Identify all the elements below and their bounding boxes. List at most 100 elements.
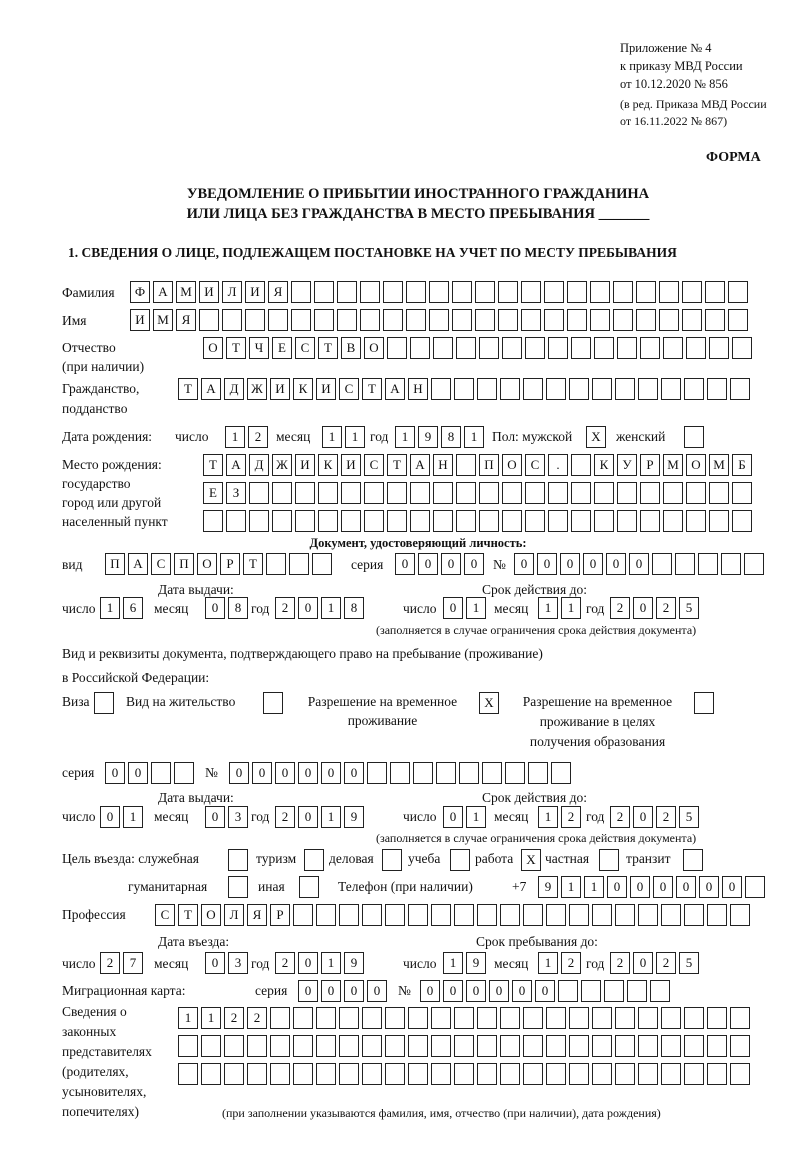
- char-cell[interactable]: Я: [176, 309, 196, 331]
- char-cell[interactable]: [546, 1035, 566, 1057]
- char-cell[interactable]: [339, 1063, 359, 1085]
- char-cell[interactable]: [385, 1035, 405, 1057]
- char-cell[interactable]: [682, 309, 702, 331]
- char-cell[interactable]: [730, 904, 750, 926]
- char-cell[interactable]: 2: [275, 597, 295, 619]
- char-cell[interactable]: [433, 482, 453, 504]
- char-cell[interactable]: 0: [606, 553, 626, 575]
- char-cell[interactable]: [318, 482, 338, 504]
- char-cell[interactable]: [525, 337, 545, 359]
- char-cell[interactable]: 1: [395, 426, 415, 448]
- char-cell[interactable]: [546, 1007, 566, 1029]
- char-cell[interactable]: [454, 1063, 474, 1085]
- char-cell[interactable]: 8: [344, 597, 364, 619]
- char-cell[interactable]: А: [385, 378, 405, 400]
- char-cell[interactable]: [627, 980, 647, 1002]
- char-cell[interactable]: 0: [630, 876, 650, 898]
- char-cell[interactable]: Т: [203, 454, 223, 476]
- char-cell[interactable]: [367, 762, 387, 784]
- char-cell[interactable]: [730, 378, 750, 400]
- char-cell[interactable]: [479, 482, 499, 504]
- char-cell[interactable]: 1: [561, 876, 581, 898]
- char-cell[interactable]: [567, 281, 587, 303]
- char-cell[interactable]: Ж: [272, 454, 292, 476]
- char-cell[interactable]: 1: [466, 806, 486, 828]
- char-cell[interactable]: [268, 309, 288, 331]
- char-cell[interactable]: 0: [344, 762, 364, 784]
- char-cell[interactable]: [663, 337, 683, 359]
- char-cell[interactable]: Б: [732, 454, 752, 476]
- char-cell[interactable]: [341, 482, 361, 504]
- char-cell[interactable]: [228, 849, 248, 871]
- char-cell[interactable]: 2: [656, 597, 676, 619]
- char-cell[interactable]: 1: [538, 952, 558, 974]
- char-cell[interactable]: [590, 281, 610, 303]
- char-cell[interactable]: 2: [610, 952, 630, 974]
- char-cell[interactable]: [201, 1063, 221, 1085]
- representatives-field-3[interactable]: [178, 1063, 750, 1085]
- purpose-study-checkbox[interactable]: [450, 849, 470, 871]
- char-cell[interactable]: [732, 510, 752, 532]
- char-cell[interactable]: [454, 378, 474, 400]
- char-cell[interactable]: 0: [443, 980, 463, 1002]
- char-cell[interactable]: 2: [275, 952, 295, 974]
- char-cell[interactable]: Т: [178, 378, 198, 400]
- char-cell[interactable]: [500, 378, 520, 400]
- char-cell[interactable]: Л: [222, 281, 242, 303]
- char-cell[interactable]: [638, 1007, 658, 1029]
- char-cell[interactable]: С: [151, 553, 171, 575]
- char-cell[interactable]: В: [341, 337, 361, 359]
- char-cell[interactable]: [659, 309, 679, 331]
- char-cell[interactable]: 1: [561, 597, 581, 619]
- char-cell[interactable]: [459, 762, 479, 784]
- char-cell[interactable]: [203, 510, 223, 532]
- char-cell[interactable]: [362, 904, 382, 926]
- char-cell[interactable]: [293, 1035, 313, 1057]
- char-cell[interactable]: [295, 510, 315, 532]
- char-cell[interactable]: [705, 309, 725, 331]
- char-cell[interactable]: 0: [418, 553, 438, 575]
- char-cell[interactable]: [686, 337, 706, 359]
- char-cell[interactable]: [546, 904, 566, 926]
- char-cell[interactable]: 1: [538, 597, 558, 619]
- char-cell[interactable]: [339, 904, 359, 926]
- char-cell[interactable]: Я: [268, 281, 288, 303]
- char-cell[interactable]: [551, 762, 571, 784]
- char-cell[interactable]: [247, 1035, 267, 1057]
- char-cell[interactable]: [224, 1063, 244, 1085]
- char-cell[interactable]: [709, 510, 729, 532]
- char-cell[interactable]: [174, 762, 194, 784]
- char-cell[interactable]: С: [155, 904, 175, 926]
- char-cell[interactable]: [521, 309, 541, 331]
- char-cell[interactable]: [571, 337, 591, 359]
- char-cell[interactable]: [316, 1007, 336, 1029]
- char-cell[interactable]: А: [226, 454, 246, 476]
- char-cell[interactable]: [684, 426, 704, 448]
- char-cell[interactable]: [477, 1035, 497, 1057]
- char-cell[interactable]: [406, 281, 426, 303]
- char-cell[interactable]: [544, 309, 564, 331]
- char-cell[interactable]: [613, 281, 633, 303]
- char-cell[interactable]: [615, 1063, 635, 1085]
- char-cell[interactable]: X: [521, 849, 541, 871]
- char-cell[interactable]: 0: [514, 553, 534, 575]
- char-cell[interactable]: 0: [205, 952, 225, 974]
- char-cell[interactable]: [592, 904, 612, 926]
- char-cell[interactable]: [431, 1007, 451, 1029]
- char-cell[interactable]: Т: [226, 337, 246, 359]
- char-cell[interactable]: [500, 1035, 520, 1057]
- char-cell[interactable]: [698, 553, 718, 575]
- char-cell[interactable]: С: [295, 337, 315, 359]
- char-cell[interactable]: 0: [722, 876, 742, 898]
- char-cell[interactable]: [694, 692, 714, 714]
- char-cell[interactable]: 9: [344, 952, 364, 974]
- char-cell[interactable]: [615, 1007, 635, 1029]
